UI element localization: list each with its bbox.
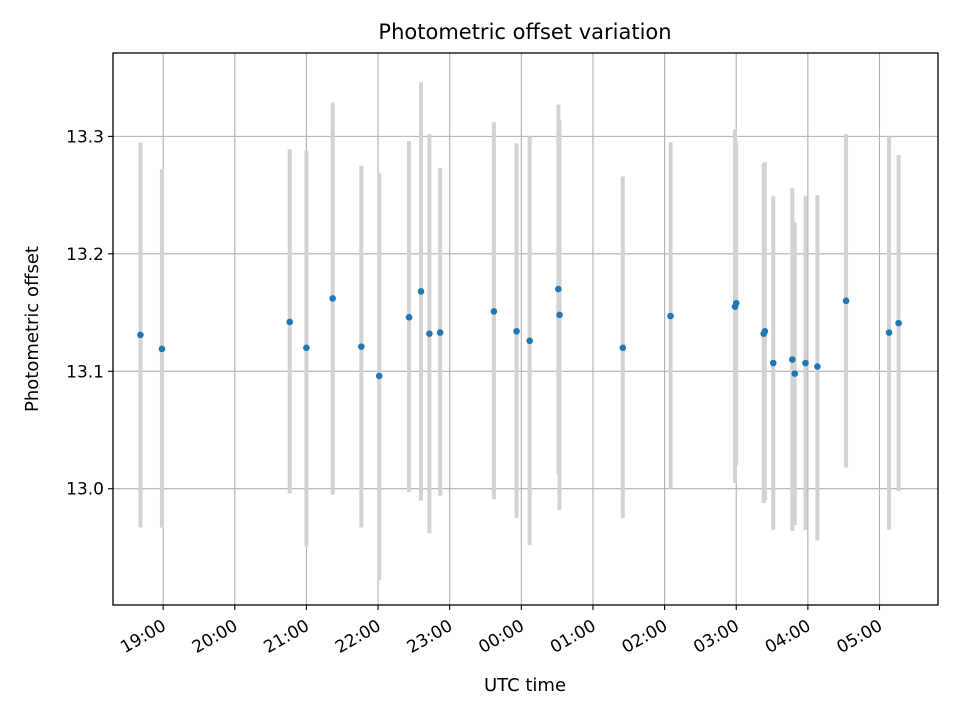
point-layer bbox=[137, 285, 902, 380]
y-tick-label: 13.1 bbox=[66, 362, 104, 382]
plot-frame bbox=[112, 52, 939, 606]
data-point bbox=[303, 344, 310, 352]
y-tick-label: 13.2 bbox=[66, 245, 104, 265]
data-point bbox=[490, 308, 498, 315]
data-point bbox=[358, 343, 365, 350]
data-point bbox=[769, 359, 777, 367]
data-point bbox=[885, 329, 893, 336]
data-point bbox=[814, 363, 821, 370]
data-point bbox=[158, 345, 166, 353]
data-point bbox=[556, 311, 563, 319]
data-point bbox=[286, 318, 294, 326]
data-point bbox=[895, 319, 902, 327]
y-tick-label: 13.3 bbox=[66, 127, 104, 147]
y-axis-label: Photometric offset bbox=[22, 246, 43, 412]
data-point bbox=[329, 295, 336, 302]
data-point bbox=[405, 313, 413, 321]
data-point bbox=[526, 337, 533, 345]
data-point bbox=[426, 330, 433, 337]
data-point bbox=[667, 312, 674, 320]
data-point bbox=[555, 285, 562, 293]
data-point bbox=[761, 328, 769, 335]
data-point bbox=[417, 288, 425, 295]
data-point bbox=[436, 329, 444, 336]
data-point bbox=[513, 328, 520, 335]
x-axis-label: UTC time bbox=[484, 675, 566, 696]
data-point bbox=[732, 299, 740, 307]
data-point bbox=[791, 370, 799, 377]
data-point bbox=[375, 372, 383, 380]
data-point bbox=[789, 356, 796, 363]
data-point bbox=[137, 331, 144, 339]
y-tick-label: 13.0 bbox=[66, 480, 104, 500]
data-point bbox=[842, 297, 850, 305]
chart-title: Photometric offset variation bbox=[378, 20, 671, 44]
data-point bbox=[619, 344, 627, 352]
data-point bbox=[802, 359, 809, 367]
y-axis-ticks: 13.0 13.1 13.2 13.3 bbox=[66, 127, 113, 500]
